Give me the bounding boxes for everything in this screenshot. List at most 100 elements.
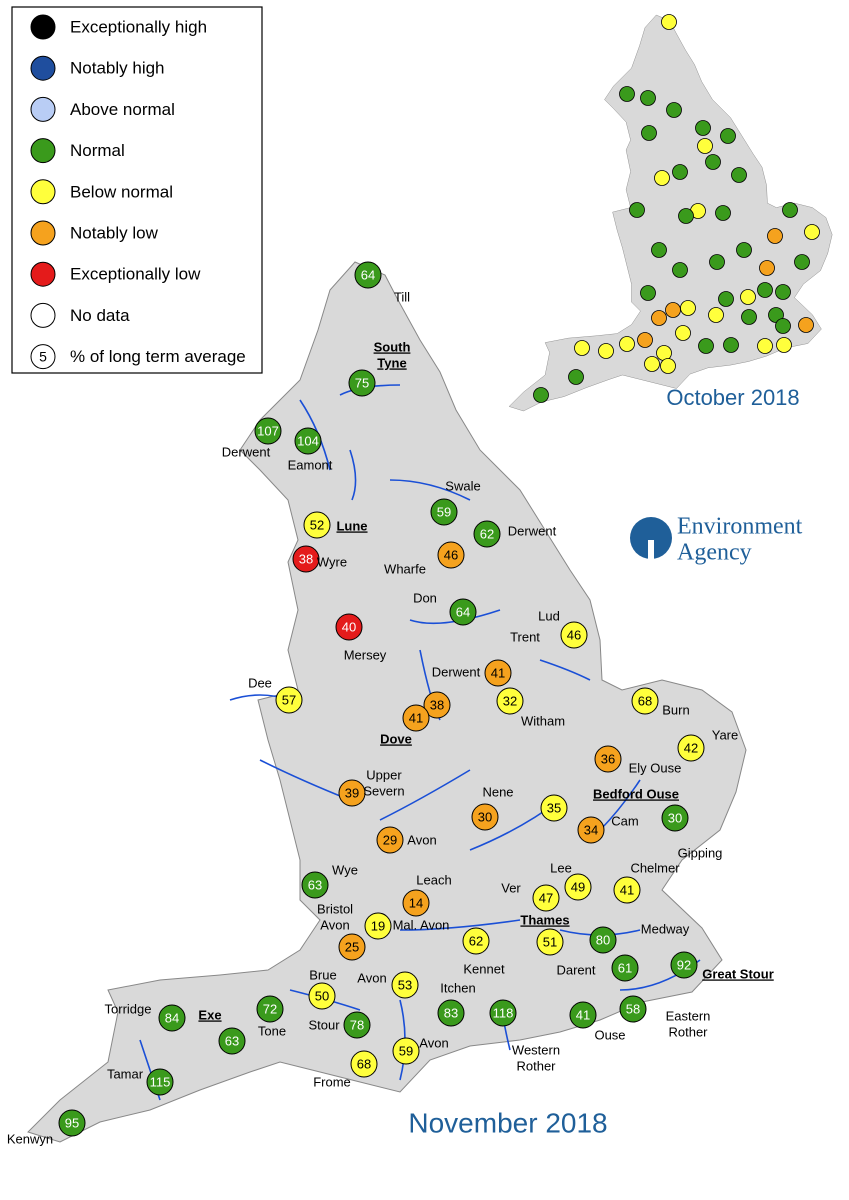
station-value: 95 xyxy=(65,1115,79,1130)
station-name: Derwent xyxy=(222,444,271,459)
station-name: South xyxy=(374,339,411,354)
station-marker xyxy=(540,794,568,822)
inset-station xyxy=(740,289,756,305)
station-value: 62 xyxy=(469,933,483,948)
station-value: 34 xyxy=(584,822,598,837)
station-marker xyxy=(364,912,392,940)
station-marker xyxy=(577,816,605,844)
legend-swatch xyxy=(30,14,56,40)
inset-station xyxy=(709,254,725,270)
station-name: Eastern xyxy=(666,1008,711,1023)
station-marker xyxy=(437,541,465,569)
inset-station xyxy=(665,302,681,318)
station-name: Gipping xyxy=(678,845,723,860)
station-marker xyxy=(670,951,698,979)
station-value: 115 xyxy=(150,1074,171,1089)
station-marker xyxy=(677,734,705,762)
station-name: Burn xyxy=(662,702,689,717)
station-marker xyxy=(402,889,430,917)
logo: Environment Agency xyxy=(627,508,833,570)
station-marker xyxy=(430,498,458,526)
inset-station xyxy=(680,300,696,316)
station-value: 58 xyxy=(626,1001,640,1016)
station-marker xyxy=(343,1011,371,1039)
legend-label: Below normal xyxy=(70,182,173,201)
legend-label: Notably high xyxy=(70,59,165,78)
station-marker xyxy=(354,261,382,289)
legend-swatch xyxy=(30,96,56,122)
inset-station xyxy=(757,282,773,298)
station-name: Wye xyxy=(332,862,358,877)
station-name: Chelmer xyxy=(630,860,680,875)
station-marker xyxy=(275,686,303,714)
inset-station xyxy=(741,309,757,325)
inset-station xyxy=(666,102,682,118)
station-name: Lud xyxy=(538,608,560,623)
station-name: Kennet xyxy=(463,961,505,976)
station-name: Avon xyxy=(357,970,386,985)
legend-label: Notably low xyxy=(70,223,159,242)
station-value: 62 xyxy=(480,526,494,541)
station-marker xyxy=(256,995,284,1023)
station-marker xyxy=(292,545,320,573)
inset-station xyxy=(695,120,711,136)
station-marker xyxy=(594,745,622,773)
inset-station xyxy=(644,356,660,372)
station-name: Mal. Avon xyxy=(393,917,450,932)
legend-swatch xyxy=(30,302,56,328)
legend-swatch xyxy=(30,179,56,205)
inset-station xyxy=(767,228,783,244)
station-value: 47 xyxy=(539,890,553,905)
station-name: Torridge xyxy=(105,1001,152,1016)
logo-trunk xyxy=(648,540,654,560)
station-value: 46 xyxy=(444,547,458,562)
station-name: Frome xyxy=(313,1074,351,1089)
station-name: Lune xyxy=(336,518,367,533)
inset-station xyxy=(759,260,775,276)
station-marker xyxy=(611,954,639,982)
station-marker xyxy=(536,928,564,956)
station-value: 30 xyxy=(668,810,682,825)
legend-label: % of long term average xyxy=(70,347,246,366)
station-value: 38 xyxy=(299,551,313,566)
station-name: Tamar xyxy=(107,1066,144,1081)
station-name: Till xyxy=(394,289,410,304)
station-value: 30 xyxy=(478,809,492,824)
inset-station xyxy=(637,332,653,348)
inset-station xyxy=(568,369,584,385)
inset-station xyxy=(731,167,747,183)
inset-station xyxy=(629,202,645,218)
station-value: 118 xyxy=(493,1005,514,1020)
station-marker xyxy=(496,687,524,715)
station-value: 39 xyxy=(345,785,359,800)
station-name: Swale xyxy=(445,478,480,493)
inset-station xyxy=(782,202,798,218)
station-marker xyxy=(462,927,490,955)
inset-station xyxy=(619,86,635,102)
station-marker xyxy=(613,876,641,904)
station-marker xyxy=(301,871,329,899)
logo-tree xyxy=(630,517,672,559)
station-name: Ely Ouse xyxy=(629,760,682,775)
station-value: 25 xyxy=(345,939,359,954)
station-name: Nene xyxy=(482,784,513,799)
legend-label: No data xyxy=(70,306,130,325)
inset-station xyxy=(654,170,670,186)
inset-station xyxy=(804,224,820,240)
station-value: 51 xyxy=(543,934,557,949)
inset-station xyxy=(640,285,656,301)
station-value: 61 xyxy=(618,960,632,975)
station-value: 63 xyxy=(225,1033,239,1048)
legend-swatch xyxy=(30,55,56,81)
station-name: Wyre xyxy=(317,554,347,569)
inset-station xyxy=(775,318,791,334)
station-name: Medway xyxy=(641,921,690,936)
station-name: Great Stour xyxy=(702,966,774,981)
station-name: Mersey xyxy=(344,647,387,662)
station-value: 41 xyxy=(491,665,505,680)
station-name: Dove xyxy=(380,731,412,746)
station-name: Bedford Ouse xyxy=(593,786,679,801)
station-name: Western xyxy=(512,1042,560,1057)
station-name: Upper xyxy=(366,767,402,782)
legend-label: Exceptionally low xyxy=(70,265,201,284)
